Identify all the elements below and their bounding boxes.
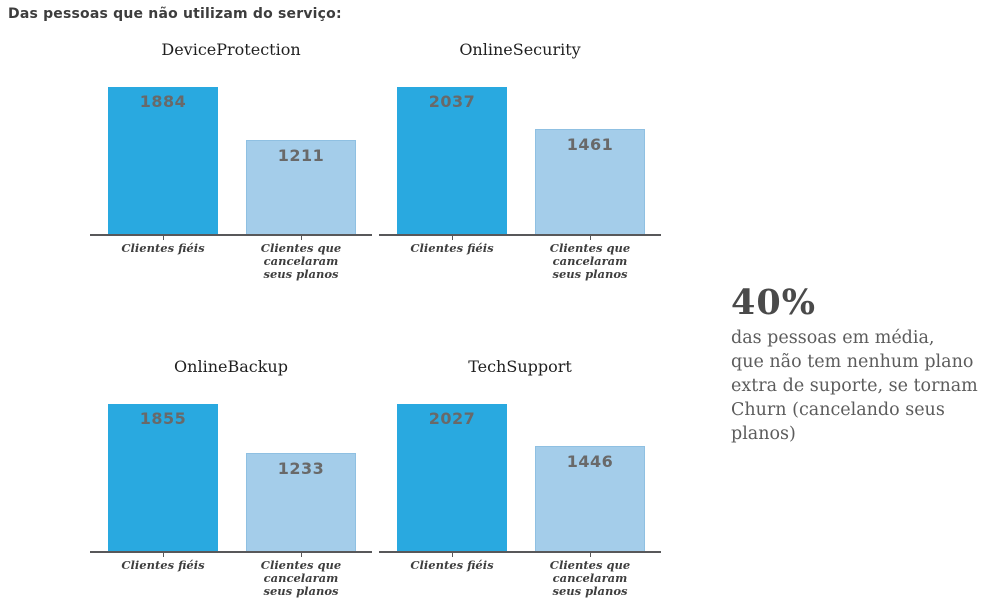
axis-tick	[452, 236, 453, 240]
chart-deviceprotection: DeviceProtection 1884 1211 Clientes fiéi…	[90, 40, 372, 281]
bar-loyal-customers: 1884	[108, 87, 218, 234]
x-axis-labels: Clientes fiéis Clientes que cancelaram s…	[379, 553, 661, 598]
axis-tick	[163, 236, 164, 240]
x-tick-label: Clientes que cancelaram seus planos	[260, 241, 342, 281]
bar-value-label: 1855	[139, 409, 187, 428]
bar-loyal-customers: 2027	[397, 404, 507, 551]
axis-tick	[301, 553, 302, 557]
bar-churned-customers: 1211	[246, 140, 356, 234]
page-title: Das pessoas que não utilizam do serviço:	[8, 6, 342, 22]
bar-churned-customers: 1461	[535, 129, 645, 234]
x-tick-label: Clientes fiéis	[410, 241, 494, 255]
axis-tick	[452, 553, 453, 557]
bar-value-label: 1884	[139, 92, 187, 111]
axis-tick	[590, 553, 591, 557]
bar-loyal-customers: 2037	[397, 87, 507, 234]
plot-area: 1855 1233	[90, 379, 372, 557]
chart-title: OnlineSecurity	[459, 40, 581, 59]
chart-onlinebackup: OnlineBackup 1855 1233 Clientes fiéis Cl…	[90, 357, 372, 598]
chart-techsupport: TechSupport 2027 1446 Clientes fiéis Cli…	[379, 357, 661, 598]
bar-value-label: 1461	[566, 135, 614, 154]
bar-loyal-customers: 1855	[108, 404, 218, 551]
bar-churned-customers: 1233	[246, 453, 356, 551]
chart-title: TechSupport	[468, 357, 572, 376]
annotation-block: 40% das pessoas em média, que não tem ne…	[731, 284, 1000, 446]
axis-tick	[590, 236, 591, 240]
annotation-headline: 40%	[731, 282, 816, 323]
plot-area: 2037 1461	[379, 62, 661, 240]
annotation-body: das pessoas em média, que não tem nenhum…	[731, 328, 978, 444]
bar-value-label: 2037	[428, 92, 476, 111]
bar-value-label: 2027	[428, 409, 476, 428]
x-tick-label: Clientes que cancelaram seus planos	[260, 558, 342, 598]
x-axis-labels: Clientes fiéis Clientes que cancelaram s…	[90, 236, 372, 281]
bar-churned-customers: 1446	[535, 446, 645, 551]
chart-title: OnlineBackup	[174, 357, 288, 376]
axis-tick	[163, 553, 164, 557]
plot-area: 2027 1446	[379, 379, 661, 557]
axis-tick	[301, 236, 302, 240]
x-tick-label: Clientes fiéis	[121, 241, 205, 255]
x-axis-labels: Clientes fiéis Clientes que cancelaram s…	[90, 553, 372, 598]
bar-value-label: 1446	[566, 452, 614, 471]
x-tick-label: Clientes fiéis	[410, 558, 494, 572]
chart-title: DeviceProtection	[161, 40, 301, 59]
plot-area: 1884 1211	[90, 62, 372, 240]
x-axis-labels: Clientes fiéis Clientes que cancelaram s…	[379, 236, 661, 281]
chart-onlinesecurity: OnlineSecurity 2037 1461 Clientes fiéis …	[379, 40, 661, 281]
bar-value-label: 1211	[277, 146, 325, 165]
bar-value-label: 1233	[277, 459, 325, 478]
x-tick-label: Clientes que cancelaram seus planos	[549, 558, 631, 598]
x-tick-label: Clientes que cancelaram seus planos	[549, 241, 631, 281]
x-tick-label: Clientes fiéis	[121, 558, 205, 572]
